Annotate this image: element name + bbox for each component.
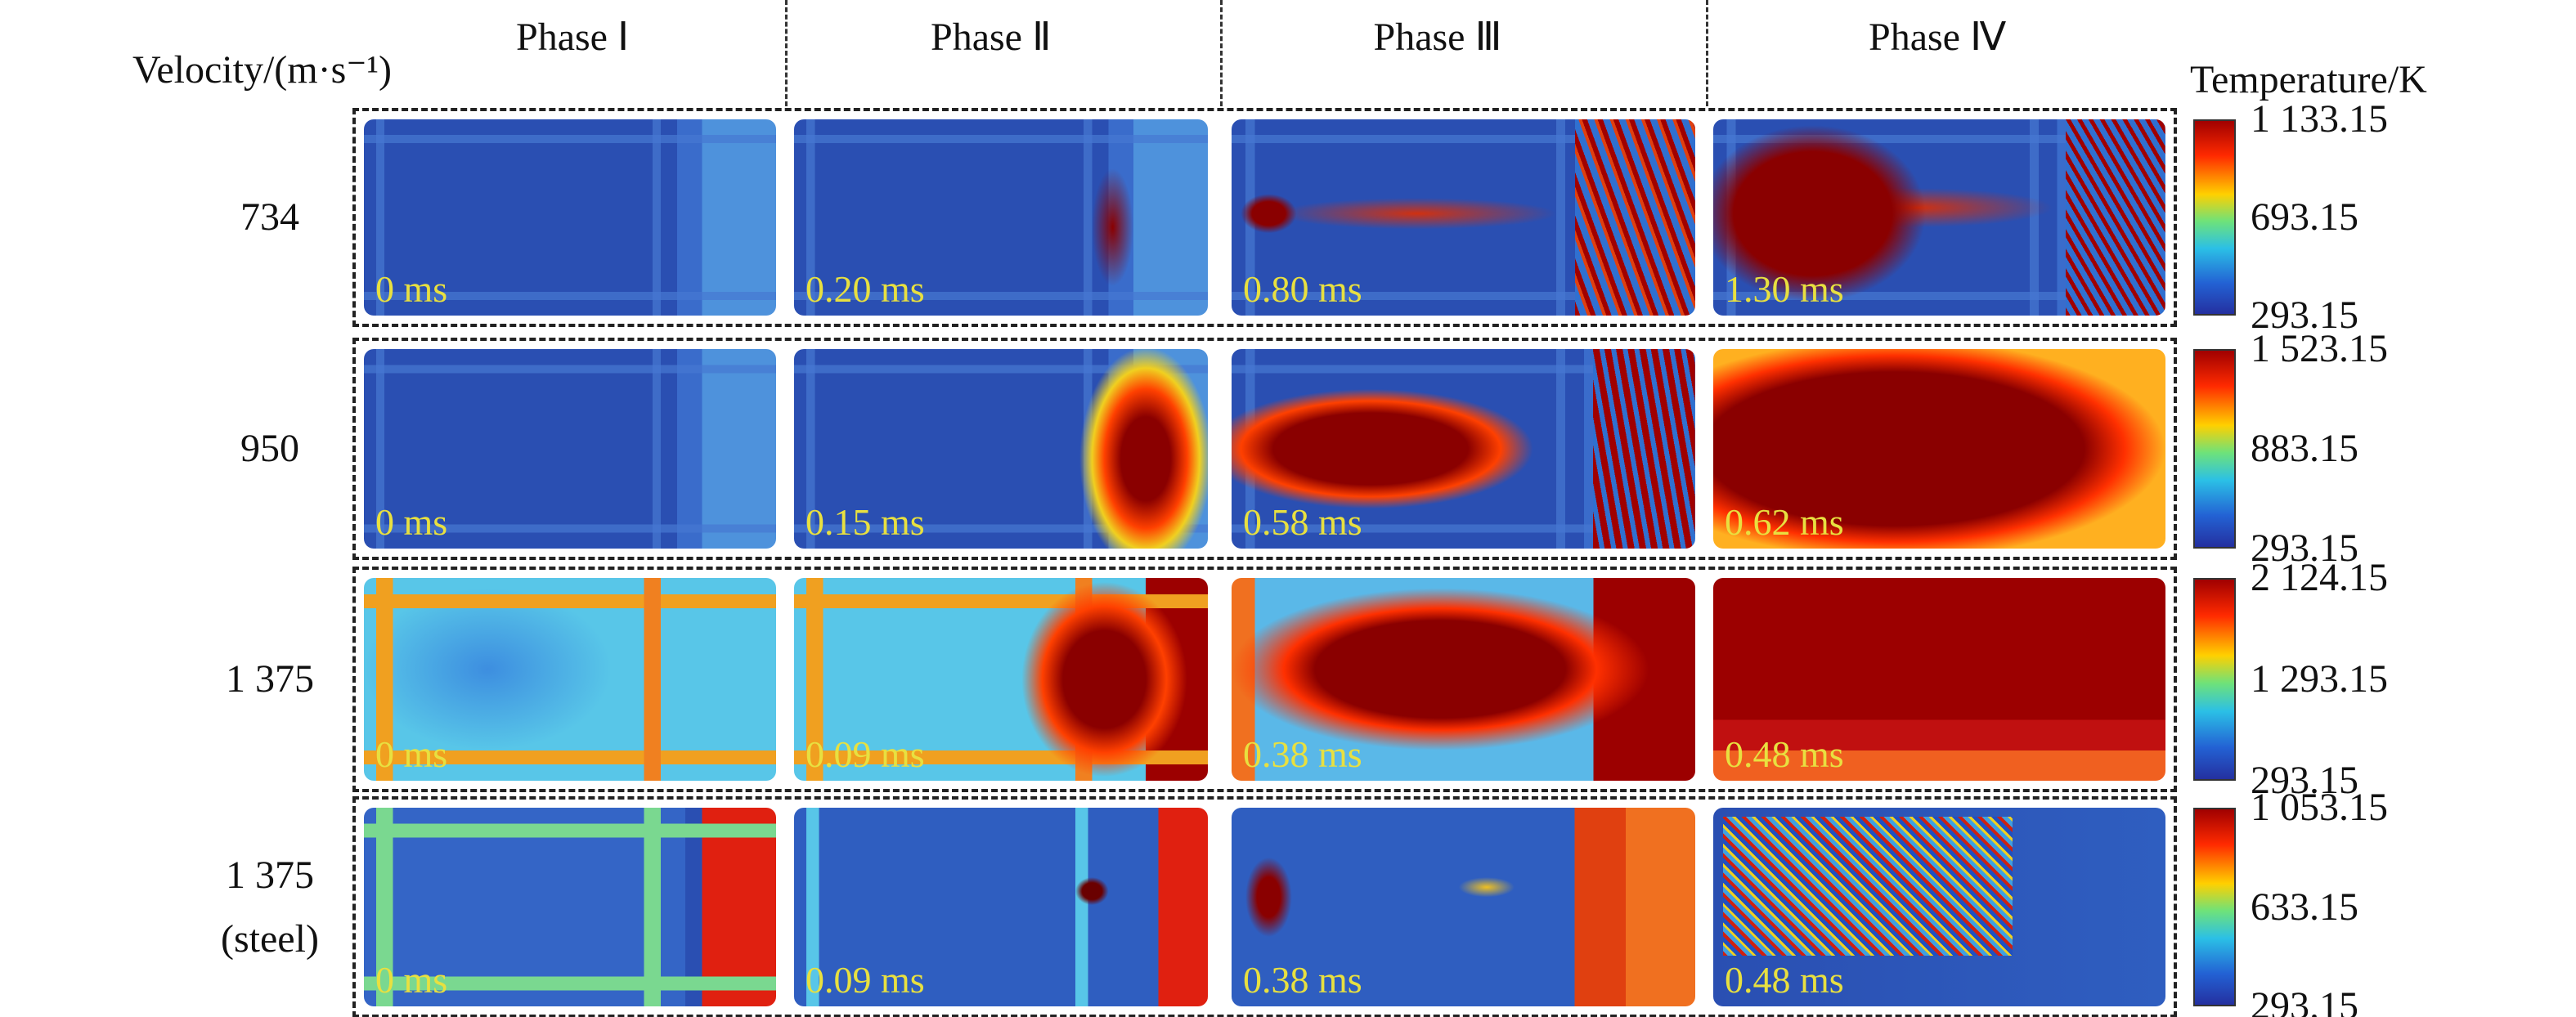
time-label: 0.38 ms <box>1243 733 1362 775</box>
column-separator <box>1706 0 1708 106</box>
row-box <box>352 567 2177 792</box>
time-label: 0 ms <box>375 733 448 775</box>
colorbar <box>2193 808 2236 1006</box>
thermal-image: 0.38 ms <box>1232 578 1695 781</box>
time-label: 0.15 ms <box>806 501 925 543</box>
colorbar-label: 293.15 <box>2251 293 2358 337</box>
colorbar-label: 293.15 <box>2251 759 2358 802</box>
column-separator <box>1220 0 1223 106</box>
time-label: 0 ms <box>375 959 448 1001</box>
colorbar-title: Temperature/K <box>2190 58 2427 101</box>
thermal-image: 0.48 ms <box>1713 578 2165 781</box>
thermal-image: 0.58 ms <box>1232 349 1695 549</box>
thermal-image: 0.62 ms <box>1713 349 2165 549</box>
time-label: 0.58 ms <box>1243 501 1362 543</box>
velocity-value: (steel) <box>221 916 319 961</box>
colorbar-label: 2 124.15 <box>2251 556 2388 599</box>
thermal-image: 1.30 ms <box>1713 119 2165 316</box>
colorbar-label: 293.15 <box>2251 526 2358 570</box>
thermal-image: 0.09 ms <box>794 808 1208 1006</box>
thermal-image: 0.38 ms <box>1232 808 1695 1006</box>
time-label: 0.62 ms <box>1725 501 1844 543</box>
time-label: 1.30 ms <box>1725 268 1844 310</box>
thermal-image: 0.20 ms <box>794 119 1208 316</box>
velocity-value: 1 375 <box>226 853 314 897</box>
time-label: 0 ms <box>375 268 448 310</box>
time-label: 0.48 ms <box>1725 733 1844 775</box>
colorbar-label: 883.15 <box>2251 427 2358 470</box>
phase-header: Phase Ⅲ <box>1373 16 1502 59</box>
thermal-image: 0 ms <box>364 808 776 1006</box>
thermal-image: 0 ms <box>364 119 776 316</box>
thermal-image: 0 ms <box>364 578 776 781</box>
time-label: 0.48 ms <box>1725 959 1844 1001</box>
colorbar <box>2193 349 2236 549</box>
time-label: 0.38 ms <box>1243 959 1362 1001</box>
colorbar <box>2193 119 2236 316</box>
colorbar-label: 693.15 <box>2251 195 2358 239</box>
phase-header: Phase Ⅰ <box>516 16 630 59</box>
velocity-value: 734 <box>240 195 299 239</box>
thermal-image: 0.09 ms <box>794 578 1208 781</box>
thermal-image: 0.48 ms <box>1713 808 2165 1006</box>
time-label: 0.09 ms <box>806 959 925 1001</box>
phase-header: Phase Ⅳ <box>1869 16 2007 59</box>
colorbar <box>2193 578 2236 781</box>
time-label: 0 ms <box>375 501 448 543</box>
time-label: 0.20 ms <box>806 268 925 310</box>
row-box <box>352 796 2177 1017</box>
time-label: 0.09 ms <box>806 733 925 775</box>
colorbar-label: 1 053.15 <box>2251 786 2388 829</box>
colorbar-label: 633.15 <box>2251 885 2358 929</box>
velocity-value: 950 <box>240 427 299 470</box>
thermal-image: 0 ms <box>364 349 776 549</box>
colorbar-label: 1 293.15 <box>2251 657 2388 701</box>
row-box <box>352 338 2177 560</box>
colorbar-label: 1 523.15 <box>2251 327 2388 370</box>
thermal-image: 0.15 ms <box>794 349 1208 549</box>
colorbar-label: 1 133.15 <box>2251 97 2388 141</box>
row-box <box>352 108 2177 327</box>
velocity-value: 1 375 <box>226 657 314 701</box>
colorbar-label: 293.15 <box>2251 984 2358 1017</box>
thermal-image: 0.80 ms <box>1232 119 1695 316</box>
velocity-label: Velocity/(m·s⁻¹) <box>132 48 392 92</box>
phase-header: Phase Ⅱ <box>931 16 1052 59</box>
column-separator <box>785 0 788 106</box>
time-label: 0.80 ms <box>1243 268 1362 310</box>
